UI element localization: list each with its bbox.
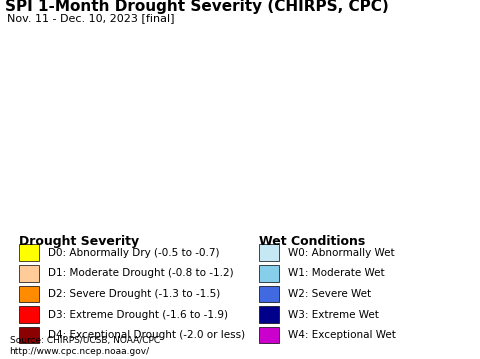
Text: D1: Moderate Drought (-0.8 to -1.2): D1: Moderate Drought (-0.8 to -1.2) <box>48 268 234 278</box>
Bar <box>19 244 39 261</box>
Bar <box>259 244 279 261</box>
Bar <box>19 306 39 323</box>
Text: D2: Severe Drought (-1.3 to -1.5): D2: Severe Drought (-1.3 to -1.5) <box>48 289 220 299</box>
Bar <box>19 286 39 302</box>
Bar <box>259 306 279 323</box>
Text: D0: Abnormally Dry (-0.5 to -0.7): D0: Abnormally Dry (-0.5 to -0.7) <box>48 248 219 258</box>
Text: W3: Extreme Wet: W3: Extreme Wet <box>288 309 379 320</box>
Bar <box>259 327 279 344</box>
Bar <box>19 265 39 281</box>
Text: W4: Exceptional Wet: W4: Exceptional Wet <box>288 330 396 340</box>
Text: SPI 1-Month Drought Severity (CHIRPS, CPC): SPI 1-Month Drought Severity (CHIRPS, CP… <box>5 0 388 14</box>
Text: W2: Severe Wet: W2: Severe Wet <box>288 289 371 299</box>
Text: Nov. 11 - Dec. 10, 2023 [final]: Nov. 11 - Dec. 10, 2023 [final] <box>7 13 175 23</box>
Bar <box>19 327 39 344</box>
Text: Source: CHIRPS/UCSB, NOAA/CPC
http://www.cpc.ncep.noaa.gov/: Source: CHIRPS/UCSB, NOAA/CPC http://www… <box>10 336 160 356</box>
Bar <box>259 286 279 302</box>
Text: D4: Exceptional Drought (-2.0 or less): D4: Exceptional Drought (-2.0 or less) <box>48 330 245 340</box>
Bar <box>259 265 279 281</box>
Text: Wet Conditions: Wet Conditions <box>259 236 365 248</box>
Text: D3: Extreme Drought (-1.6 to -1.9): D3: Extreme Drought (-1.6 to -1.9) <box>48 309 228 320</box>
Text: Drought Severity: Drought Severity <box>19 236 139 248</box>
Text: W0: Abnormally Wet: W0: Abnormally Wet <box>288 248 395 258</box>
Text: W1: Moderate Wet: W1: Moderate Wet <box>288 268 384 278</box>
